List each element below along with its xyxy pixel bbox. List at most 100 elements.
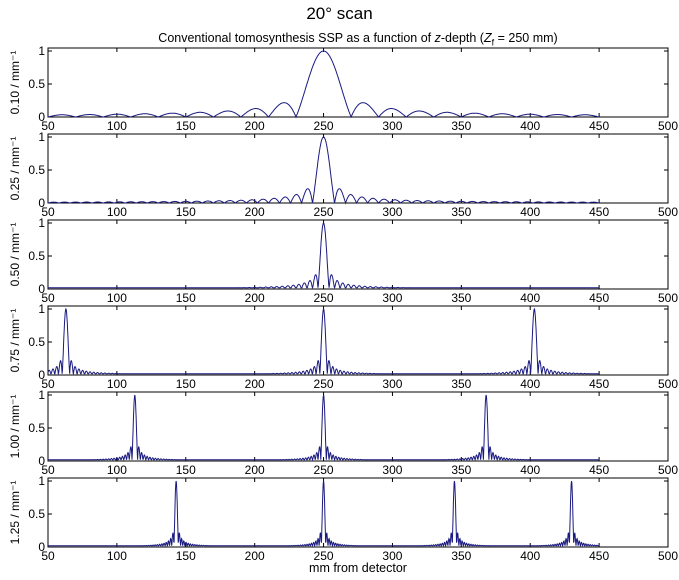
panel-0: 50 100 150 200 250 300 350 400 450 500 0 0.5 1 0.10 /… bbox=[8, 44, 678, 133]
y-tick-label: 0.5 bbox=[28, 421, 45, 435]
series-line bbox=[48, 394, 600, 461]
axes-box bbox=[47, 219, 669, 290]
x-tick-label: 500 bbox=[658, 463, 678, 477]
x-tick-label: 50 bbox=[41, 205, 55, 219]
x-tick-label: 250 bbox=[314, 119, 334, 133]
x-tick-label: 200 bbox=[245, 377, 265, 391]
x-tick-label: 400 bbox=[520, 119, 540, 133]
x-tick-label: 250 bbox=[314, 377, 334, 391]
x-tick-label: 450 bbox=[589, 377, 609, 391]
y-tick-label: 1 bbox=[38, 130, 45, 144]
y-tick-label: 1 bbox=[38, 216, 45, 230]
y-tick-label: 0 bbox=[38, 368, 45, 382]
x-tick-label: 100 bbox=[107, 119, 127, 133]
x-tick-label: 200 bbox=[245, 463, 265, 477]
x-tick-label: 200 bbox=[245, 205, 265, 219]
x-tick-label: 300 bbox=[382, 205, 402, 219]
x-tick-label: 400 bbox=[520, 549, 540, 563]
x-tick-label: 450 bbox=[589, 463, 609, 477]
x-tick-label: 150 bbox=[176, 377, 196, 391]
y-axis-label: 0.25 / mm⁻¹ bbox=[8, 137, 22, 201]
x-tick-label: 350 bbox=[451, 463, 471, 477]
x-tick-label: 250 bbox=[314, 205, 334, 219]
x-tick-label: 150 bbox=[176, 119, 196, 133]
y-axis-label: 1.00 / mm⁻¹ bbox=[8, 395, 22, 459]
y-tick-label: 1 bbox=[38, 302, 45, 316]
x-tick-label: 100 bbox=[107, 463, 127, 477]
axes-box bbox=[47, 391, 669, 462]
x-tick-label: 250 bbox=[314, 463, 334, 477]
x-tick-label: 200 bbox=[245, 291, 265, 305]
x-tick-label: 350 bbox=[451, 377, 471, 391]
panel-4: 50 100 150 200 250 300 350 400 450 500 0 0.5 1 1.00 /… bbox=[8, 388, 678, 477]
x-tick-label: 300 bbox=[382, 119, 402, 133]
panel-5: 50 100 150 200 250 300 350 400 450 500 0 0.5 1 1.25 /… bbox=[8, 474, 678, 563]
series-line bbox=[47, 307, 600, 376]
y-axis-label: 0.10 / mm⁻¹ bbox=[8, 51, 22, 115]
x-tick-label: 300 bbox=[382, 463, 402, 477]
x-tick-label: 500 bbox=[658, 205, 678, 219]
x-tick-label: 150 bbox=[176, 205, 196, 219]
x-tick-label: 300 bbox=[382, 291, 402, 305]
x-tick-label: 100 bbox=[107, 377, 127, 391]
x-tick-label: 450 bbox=[589, 549, 609, 563]
x-tick-label: 50 bbox=[41, 463, 55, 477]
x-tick-label: 500 bbox=[658, 377, 678, 391]
x-tick-label: 350 bbox=[451, 549, 471, 563]
y-tick-label: 0 bbox=[38, 282, 45, 296]
y-tick-label: 0.5 bbox=[28, 507, 45, 521]
y-tick-label: 0 bbox=[38, 110, 45, 124]
x-tick-label: 100 bbox=[107, 549, 127, 563]
subtitle-z: z bbox=[434, 31, 441, 45]
x-tick-label: 350 bbox=[451, 205, 471, 219]
x-tick-label: 450 bbox=[589, 205, 609, 219]
subtitle-Z: Z bbox=[483, 31, 492, 45]
subtitle-text-3: = 250 mm) bbox=[494, 31, 558, 45]
x-tick-label: 250 bbox=[314, 291, 334, 305]
y-tick-label: 0.5 bbox=[28, 335, 45, 349]
chart-title: 20° scan bbox=[306, 4, 373, 23]
x-tick-label: 350 bbox=[451, 291, 471, 305]
panel-2: 50 100 150 200 250 300 350 400 450 500 0 0.5 1 0.50 /… bbox=[8, 216, 678, 305]
x-tick-label: 450 bbox=[589, 119, 609, 133]
y-tick-label: 0 bbox=[38, 454, 45, 468]
x-tick-label: 350 bbox=[451, 119, 471, 133]
series-line bbox=[48, 480, 600, 547]
y-tick-label: 0 bbox=[38, 540, 45, 554]
x-tick-label: 400 bbox=[520, 463, 540, 477]
y-tick-label: 0.5 bbox=[28, 163, 45, 177]
y-tick-label: 1 bbox=[38, 44, 45, 58]
x-tick-label: 150 bbox=[176, 291, 196, 305]
subtitle-text-2: -depth ( bbox=[440, 31, 484, 45]
y-axis-label: 0.75 / mm⁻¹ bbox=[8, 309, 22, 373]
x-tick-label: 150 bbox=[176, 549, 196, 563]
x-tick-label: 200 bbox=[245, 549, 265, 563]
y-tick-label: 1 bbox=[38, 388, 45, 402]
axes-box bbox=[47, 47, 669, 118]
chart-subtitle: Conventional tomosynthesis SSP as a func… bbox=[48, 31, 668, 48]
x-tick-label: 200 bbox=[245, 119, 265, 133]
x-tick-label: 50 bbox=[41, 119, 55, 133]
axes-box bbox=[47, 305, 669, 376]
subtitle-sub-f: f bbox=[491, 37, 495, 48]
y-axis-label: 0.50 / mm⁻¹ bbox=[8, 223, 22, 287]
y-tick-label: 0.5 bbox=[28, 249, 45, 263]
axes-box bbox=[47, 477, 669, 548]
x-tick-label: 300 bbox=[382, 377, 402, 391]
x-tick-label: 400 bbox=[520, 377, 540, 391]
y-axis-label: 1.25 / mm⁻¹ bbox=[8, 481, 22, 545]
subtitle-text: Conventional tomosynthesis SSP as a func… bbox=[158, 31, 435, 45]
series-line bbox=[47, 136, 600, 205]
x-tick-label: 450 bbox=[589, 291, 609, 305]
x-tick-label: 50 bbox=[41, 377, 55, 391]
panel-1: 50 100 150 200 250 300 350 400 450 500 0 0.5 1 0.25 /… bbox=[8, 130, 678, 219]
x-tick-label: 500 bbox=[658, 119, 678, 133]
x-axis-label: mm from detector bbox=[309, 561, 407, 575]
x-tick-label: 50 bbox=[41, 549, 55, 563]
x-tick-label: 500 bbox=[658, 291, 678, 305]
panel-3: 50 100 150 200 250 300 350 400 450 500 0 0.5 1 0.75 /… bbox=[8, 302, 678, 391]
x-tick-label: 400 bbox=[520, 205, 540, 219]
y-tick-label: 1 bbox=[38, 474, 45, 488]
